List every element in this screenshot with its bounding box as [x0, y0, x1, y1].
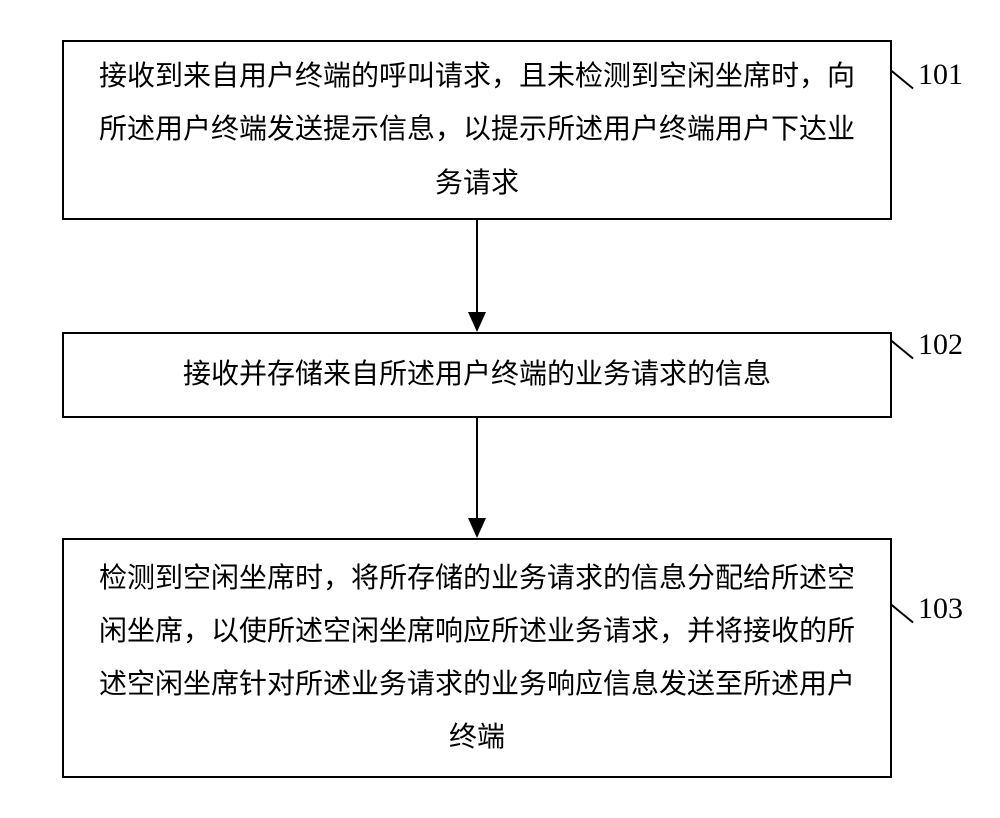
arrow-head-icon: [468, 312, 486, 332]
flow-node-text: 接收并存储来自所述用户终端的业务请求的信息: [88, 348, 866, 401]
flow-node-n2: 接收并存储来自所述用户终端的业务请求的信息: [62, 332, 892, 418]
step-label-l2: 102: [918, 330, 963, 360]
label-tick: [891, 604, 914, 624]
step-label-l1: 101: [918, 60, 963, 90]
arrow-line: [476, 418, 478, 518]
flowchart-canvas: 接收到来自用户终端的呼叫请求，且未检测到空闲坐席时，向所述用户终端发送提示信息，…: [0, 0, 1000, 818]
arrow-head-icon: [468, 518, 486, 538]
step-label-l3: 103: [918, 594, 963, 624]
flow-node-text: 接收到来自用户终端的呼叫请求，且未检测到空闲坐席时，向所述用户终端发送提示信息，…: [88, 50, 866, 210]
label-tick: [891, 70, 914, 90]
flow-node-n3: 检测到空闲坐席时，将所存储的业务请求的信息分配给所述空闲坐席，以使所述空闲坐席响…: [62, 538, 892, 778]
label-tick: [891, 340, 914, 360]
flow-node-n1: 接收到来自用户终端的呼叫请求，且未检测到空闲坐席时，向所述用户终端发送提示信息，…: [62, 40, 892, 220]
flow-node-text: 检测到空闲坐席时，将所存储的业务请求的信息分配给所述空闲坐席，以使所述空闲坐席响…: [88, 552, 866, 765]
arrow-line: [476, 220, 478, 312]
